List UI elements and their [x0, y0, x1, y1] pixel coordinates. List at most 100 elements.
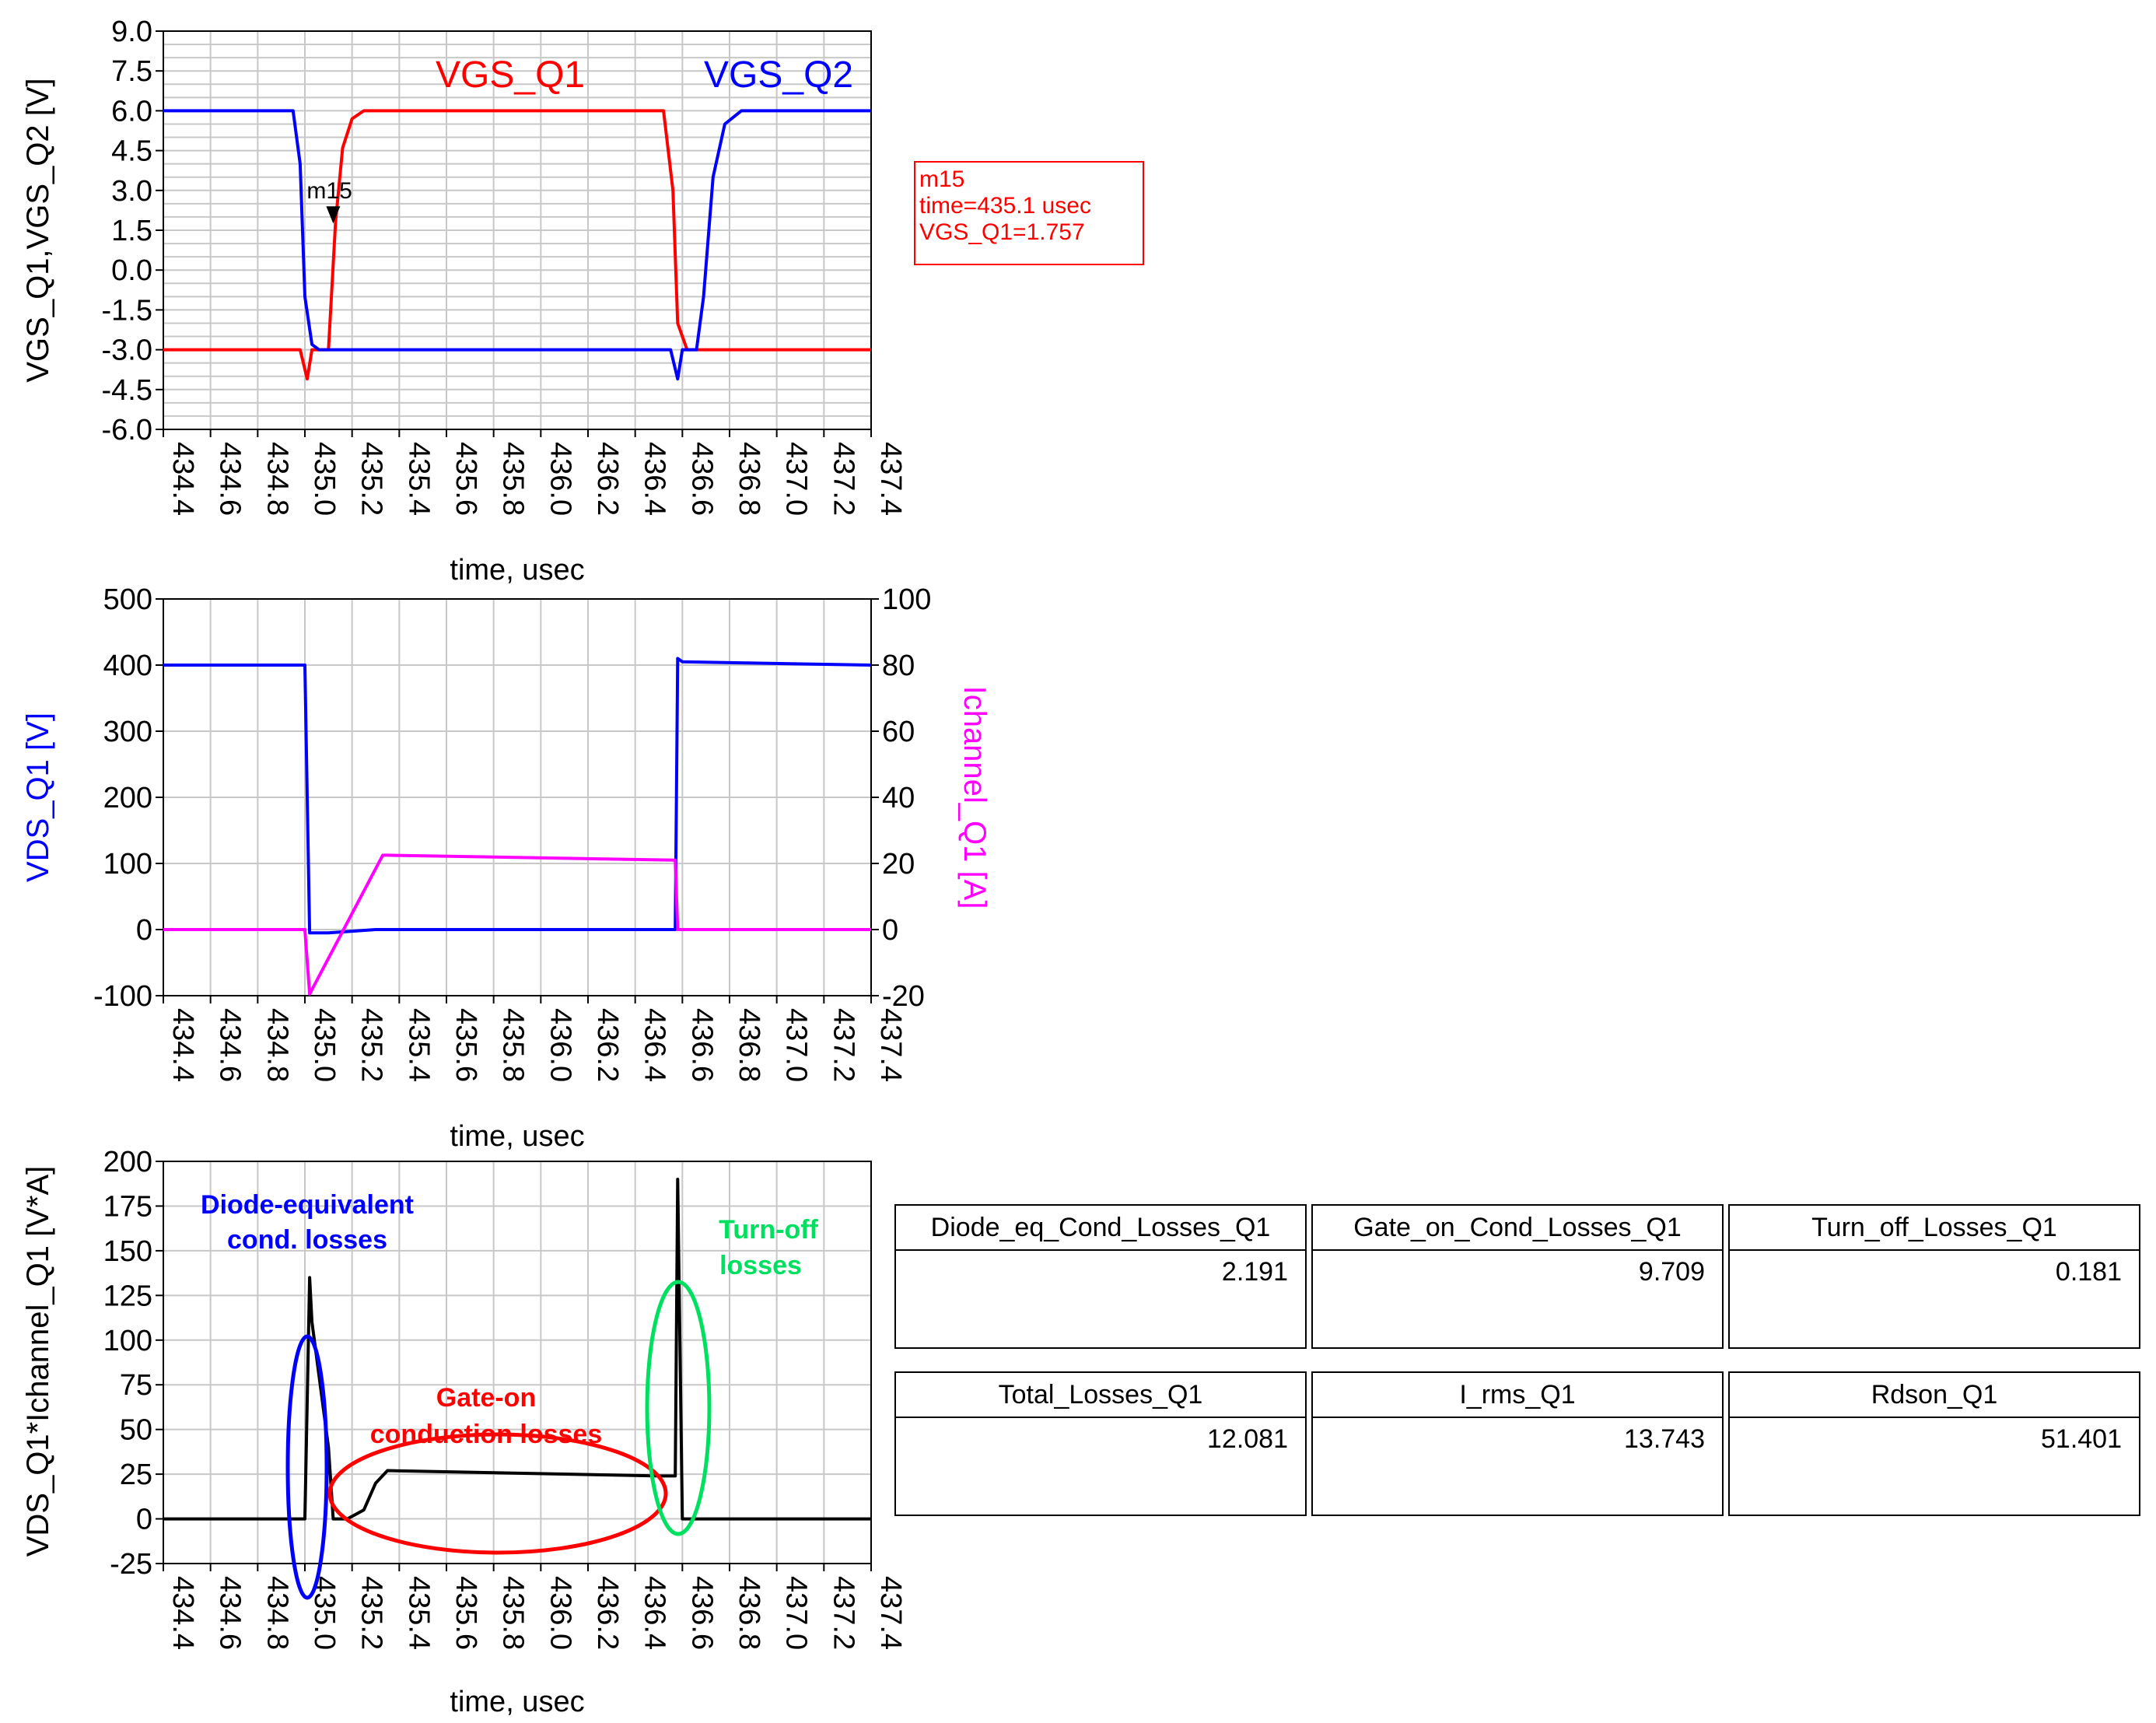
table-value: 13.743	[1624, 1424, 1705, 1454]
table-value: 2.191	[1221, 1257, 1288, 1287]
x-axis-label: time, usec	[450, 1686, 584, 1718]
x-tick-label: 435.8	[497, 442, 530, 516]
x-tick-label: 437.0	[780, 1576, 813, 1650]
marker-readout-box: m15 time=435.1 usec VGS_Q1=1.757	[914, 161, 1144, 265]
marker-label: m15	[306, 178, 352, 204]
y-right-tick-label: 60	[882, 716, 915, 748]
y-tick-label: 200	[103, 782, 152, 814]
y-tick-label: 0	[136, 914, 152, 947]
series-line-vgs-q1	[163, 109, 871, 381]
table-value: 9.709	[1638, 1257, 1705, 1287]
y-right-axis-label: Ichannel_Q1 [A]	[957, 686, 992, 909]
table-header: Gate_on_Cond_Losses_Q1	[1313, 1206, 1722, 1251]
y-tick-label: -1.5	[102, 294, 152, 327]
x-tick-label: 437.4	[874, 1008, 907, 1082]
x-axis-label: time, usec	[450, 1120, 584, 1153]
diode-loss-ellipse	[285, 1334, 329, 1600]
y-axis-label: VGS_Q1,VGS_Q2 [V]	[21, 78, 55, 382]
table-cell-diode-eq-cond-losses: Diode_eq_Cond_Losses_Q1 2.191	[894, 1204, 1307, 1349]
x-tick-label: 435.2	[355, 1008, 388, 1082]
x-tick-label: 434.6	[214, 442, 247, 516]
y-right-tick-label: 100	[882, 583, 931, 616]
series-label-vgs-q1: VGS_Q1	[436, 54, 585, 96]
table-value: 0.181	[2055, 1257, 2122, 1287]
y-right-tick-label: 20	[882, 848, 915, 881]
y-tick-label: -6.0	[102, 414, 152, 447]
x-tick-label: 436.0	[544, 1576, 576, 1650]
y-tick-label: 0	[136, 1504, 152, 1536]
table-cell-rdson: Rdson_Q1 51.401	[1728, 1371, 2140, 1516]
x-tick-label: 437.2	[827, 1576, 859, 1650]
x-tick-label: 434.6	[214, 1576, 247, 1650]
series-line-ichannel-q1	[163, 853, 871, 996]
y-right-tick-label: 80	[882, 650, 915, 682]
diode-annotation-line-2: cond. losses	[227, 1225, 387, 1255]
y-tick-label: 25	[120, 1459, 152, 1491]
x-tick-label: 435.4	[402, 442, 435, 516]
y-tick-label: 125	[103, 1280, 152, 1312]
x-tick-label: 437.0	[780, 442, 813, 516]
x-tick-label: 435.4	[402, 1576, 435, 1650]
table-header: Rdson_Q1	[1730, 1373, 2139, 1418]
y-tick-label: 9.0	[111, 16, 152, 48]
y-tick-label: 3.0	[111, 175, 152, 208]
x-tick-label: 436.8	[733, 1008, 765, 1082]
x-tick-label: 434.8	[261, 1008, 293, 1082]
table-cell-turn-off-losses: Turn_off_Losses_Q1 0.181	[1728, 1204, 2140, 1349]
x-tick-label: 436.6	[685, 1576, 718, 1650]
x-tick-label: 436.4	[639, 1008, 671, 1082]
x-tick-label: 435.8	[497, 1576, 530, 1650]
y-tick-label: 7.5	[111, 55, 152, 88]
x-tick-label: 434.4	[166, 1008, 199, 1082]
chart-power: 200 175 150 125 100 75 50 25 0 -25 434.4 434.6 434.8…	[21, 1146, 907, 1718]
turn-off-annotation-line-2: losses	[719, 1251, 802, 1280]
table-header: Diode_eq_Cond_Losses_Q1	[896, 1206, 1305, 1251]
plot-frame	[163, 1161, 872, 1564]
marker-readout-line-3: VGS_Q1=1.757	[919, 219, 1085, 245]
x-tick-label: 436.6	[685, 1008, 718, 1082]
x-tick-label: 437.2	[827, 442, 859, 516]
y-tick-label: 75	[120, 1369, 152, 1402]
y-tick-label: -100	[93, 980, 152, 1013]
table-cell-total-losses: Total_Losses_Q1 12.081	[894, 1371, 1307, 1516]
x-tick-label: 437.4	[874, 442, 907, 516]
y-right-tick-label: 0	[882, 914, 898, 947]
x-tick-label: 435.4	[402, 1008, 435, 1082]
chart-vds-ichannel: 5004003002001000-100100806040200-20434.4…	[21, 583, 992, 1153]
y-tick-label: 150	[103, 1235, 152, 1268]
y-tick-label: 6.0	[111, 95, 152, 128]
y-tick-label: 1.5	[111, 215, 152, 247]
x-tick-label: 436.6	[685, 442, 718, 516]
x-tick-label: 435.2	[355, 442, 388, 516]
y-tick-label: -4.5	[102, 374, 152, 407]
turn-off-loss-ellipse	[645, 1280, 712, 1536]
x-tick-label: 435.8	[497, 1008, 530, 1082]
table-header: Total_Losses_Q1	[896, 1373, 1305, 1418]
table-header: Turn_off_Losses_Q1	[1730, 1206, 2139, 1251]
loss-annotations: Diode-equivalent cond. losses Gate-on co…	[201, 1190, 819, 1600]
table-cell-i-rms: I_rms_Q1 13.743	[1311, 1371, 1724, 1516]
y-tick-label: 100	[103, 1325, 152, 1357]
x-tick-label: 435.6	[450, 442, 482, 516]
y-tick-label: 4.5	[111, 135, 152, 168]
x-tick-label: 437.4	[874, 1576, 907, 1650]
x-axis-label: time, usec	[450, 554, 584, 587]
gate-on-annotation-line-2: conduction losses	[370, 1420, 603, 1449]
diode-annotation-line-1: Diode-equivalent	[201, 1190, 414, 1220]
x-tick-label: 436.8	[733, 1576, 765, 1650]
y-tick-label: 400	[103, 650, 152, 682]
series-line-vgs-q2	[163, 109, 871, 381]
marker-triangle	[326, 206, 341, 224]
x-tick-label: 436.0	[544, 442, 576, 516]
x-tick-label: 436.2	[591, 1008, 624, 1082]
table-cell-gate-on-cond-losses: Gate_on_Cond_Losses_Q1 9.709	[1311, 1204, 1724, 1349]
plot-border	[163, 1161, 872, 1564]
y-tick-label: 50	[120, 1414, 152, 1447]
y-tick-label: 0.0	[111, 254, 152, 287]
x-tick-label: 434.4	[166, 1576, 199, 1650]
table-value: 51.401	[2041, 1424, 2122, 1454]
chart-vgs: 9.0 7.5 6.0 4.5 3.0 1.5 0.0 -1.5 -3.0 -4.5 -6.0 434…	[21, 16, 907, 587]
y-right-tick-label: 40	[882, 782, 915, 814]
y-tick-label: 100	[103, 848, 152, 881]
